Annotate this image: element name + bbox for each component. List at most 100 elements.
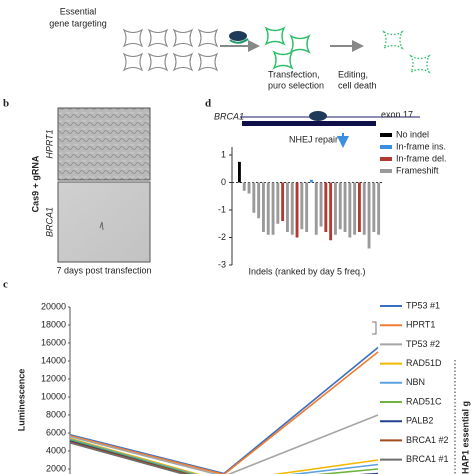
y-tick-label: -1 — [218, 204, 226, 214]
y-tick-label: -3 — [218, 259, 226, 269]
bar — [358, 182, 361, 232]
y-tick-label: 1 — [221, 149, 226, 159]
x-axis-label: Indels (ranked by day 5 freq.) — [248, 266, 365, 276]
row-label: BRCA1 — [44, 207, 54, 237]
exon — [242, 121, 376, 126]
cells — [123, 29, 218, 71]
row-label: HPRT1 — [44, 129, 54, 158]
legend-label: In-frame ins. — [396, 141, 446, 151]
y-tick-label: 8000 — [46, 409, 66, 419]
y-tick-label: 0 — [221, 177, 226, 187]
legend-label: HPRT1 — [406, 320, 435, 330]
bracket — [372, 321, 377, 335]
bar — [348, 182, 352, 238]
bar — [286, 182, 289, 232]
legend-label: RAD51C — [406, 396, 442, 406]
step-label: puro selection — [268, 80, 324, 90]
y-tick-label: 2000 — [46, 463, 66, 473]
micrograph — [57, 181, 151, 263]
y-tick-label: 18000 — [41, 319, 66, 329]
legend-label: PALB2 — [406, 416, 433, 426]
caption: 7 days post transfection — [56, 265, 151, 275]
legend-label: BRCA1 #2 — [406, 435, 449, 445]
legend-label: In-frame del. — [396, 153, 447, 163]
bar — [252, 182, 256, 213]
bar — [295, 182, 299, 238]
series-line — [69, 442, 187, 474]
legend-swatch — [380, 157, 392, 161]
cas9-icon — [309, 111, 327, 121]
y-tick-label: 14000 — [41, 355, 66, 365]
step-label: Transfection, — [268, 69, 320, 79]
legend-label: TP53 #2 — [406, 339, 440, 349]
bar — [319, 182, 323, 227]
series-line — [69, 351, 379, 474]
bar — [343, 182, 347, 232]
schematic: Essential gene targeting Transfection, p… — [49, 6, 430, 90]
bar — [329, 182, 333, 241]
bar — [242, 182, 246, 191]
series-line — [69, 439, 379, 474]
series-line — [69, 438, 379, 474]
panel-label: d — [205, 98, 211, 110]
micrograph — [57, 107, 151, 181]
y-tick-label: 12000 — [41, 373, 66, 383]
y-tick-label: 16000 — [41, 337, 66, 347]
y-tick-label: 10000 — [41, 391, 66, 401]
series-line — [69, 437, 379, 474]
bar — [372, 182, 376, 232]
bar — [247, 182, 251, 194]
legend-label: BRCA1 #1 — [406, 454, 449, 464]
bar — [362, 182, 366, 235]
bar — [367, 182, 371, 249]
bar — [314, 182, 318, 235]
y-tick-label: 6000 — [46, 427, 66, 437]
bar — [310, 179, 313, 183]
cells-dead — [383, 31, 430, 73]
bar — [290, 182, 294, 235]
bar — [257, 182, 261, 219]
series-line — [69, 441, 190, 474]
legend-swatch — [380, 133, 392, 137]
legend-label: TP53 #1 — [406, 300, 440, 310]
bar — [353, 182, 357, 235]
panel-label: b — [3, 98, 9, 110]
bar — [305, 182, 309, 232]
exon-label: exon 17 — [381, 109, 413, 119]
bar — [266, 182, 270, 235]
legend-label: RAD51D — [406, 358, 442, 368]
bar — [377, 182, 381, 235]
legend-swatch — [380, 169, 392, 173]
legend-label: No indel — [396, 129, 429, 139]
bar — [262, 182, 265, 232]
cas9-icon — [229, 31, 249, 44]
bar — [324, 182, 328, 232]
y-tick-label: -2 — [218, 232, 226, 242]
cell-debris — [99, 221, 104, 231]
row-title: Cas9 + gRNA — [30, 155, 40, 212]
bar — [334, 182, 337, 235]
y-axis-label: Luminescence — [16, 369, 26, 432]
step-label: Editing, — [338, 69, 368, 79]
series-line — [69, 414, 379, 474]
bar — [271, 182, 275, 235]
legend-swatch — [380, 145, 392, 149]
bar — [238, 161, 241, 183]
left-label: gene targeting — [49, 18, 107, 28]
bar — [281, 182, 285, 221]
gene-label: BRCA1 — [214, 111, 244, 121]
legend-label: Frameshift — [396, 165, 439, 175]
bar — [338, 182, 342, 230]
panel-label: c — [3, 279, 8, 291]
left-label: Essential — [60, 6, 97, 16]
step-label: cell death — [338, 80, 377, 90]
annotation: NHEJ repair — [289, 134, 338, 144]
bar — [300, 182, 304, 230]
group-label: HAP1 essential g — [460, 401, 470, 474]
cells-transfected — [265, 27, 310, 69]
y-tick-label: 4000 — [46, 445, 66, 455]
panel-b: b Cas9 + gRNA HPRT1 BRCA1 7 days post tr… — [3, 98, 152, 276]
legend-label: NBN — [406, 377, 425, 387]
